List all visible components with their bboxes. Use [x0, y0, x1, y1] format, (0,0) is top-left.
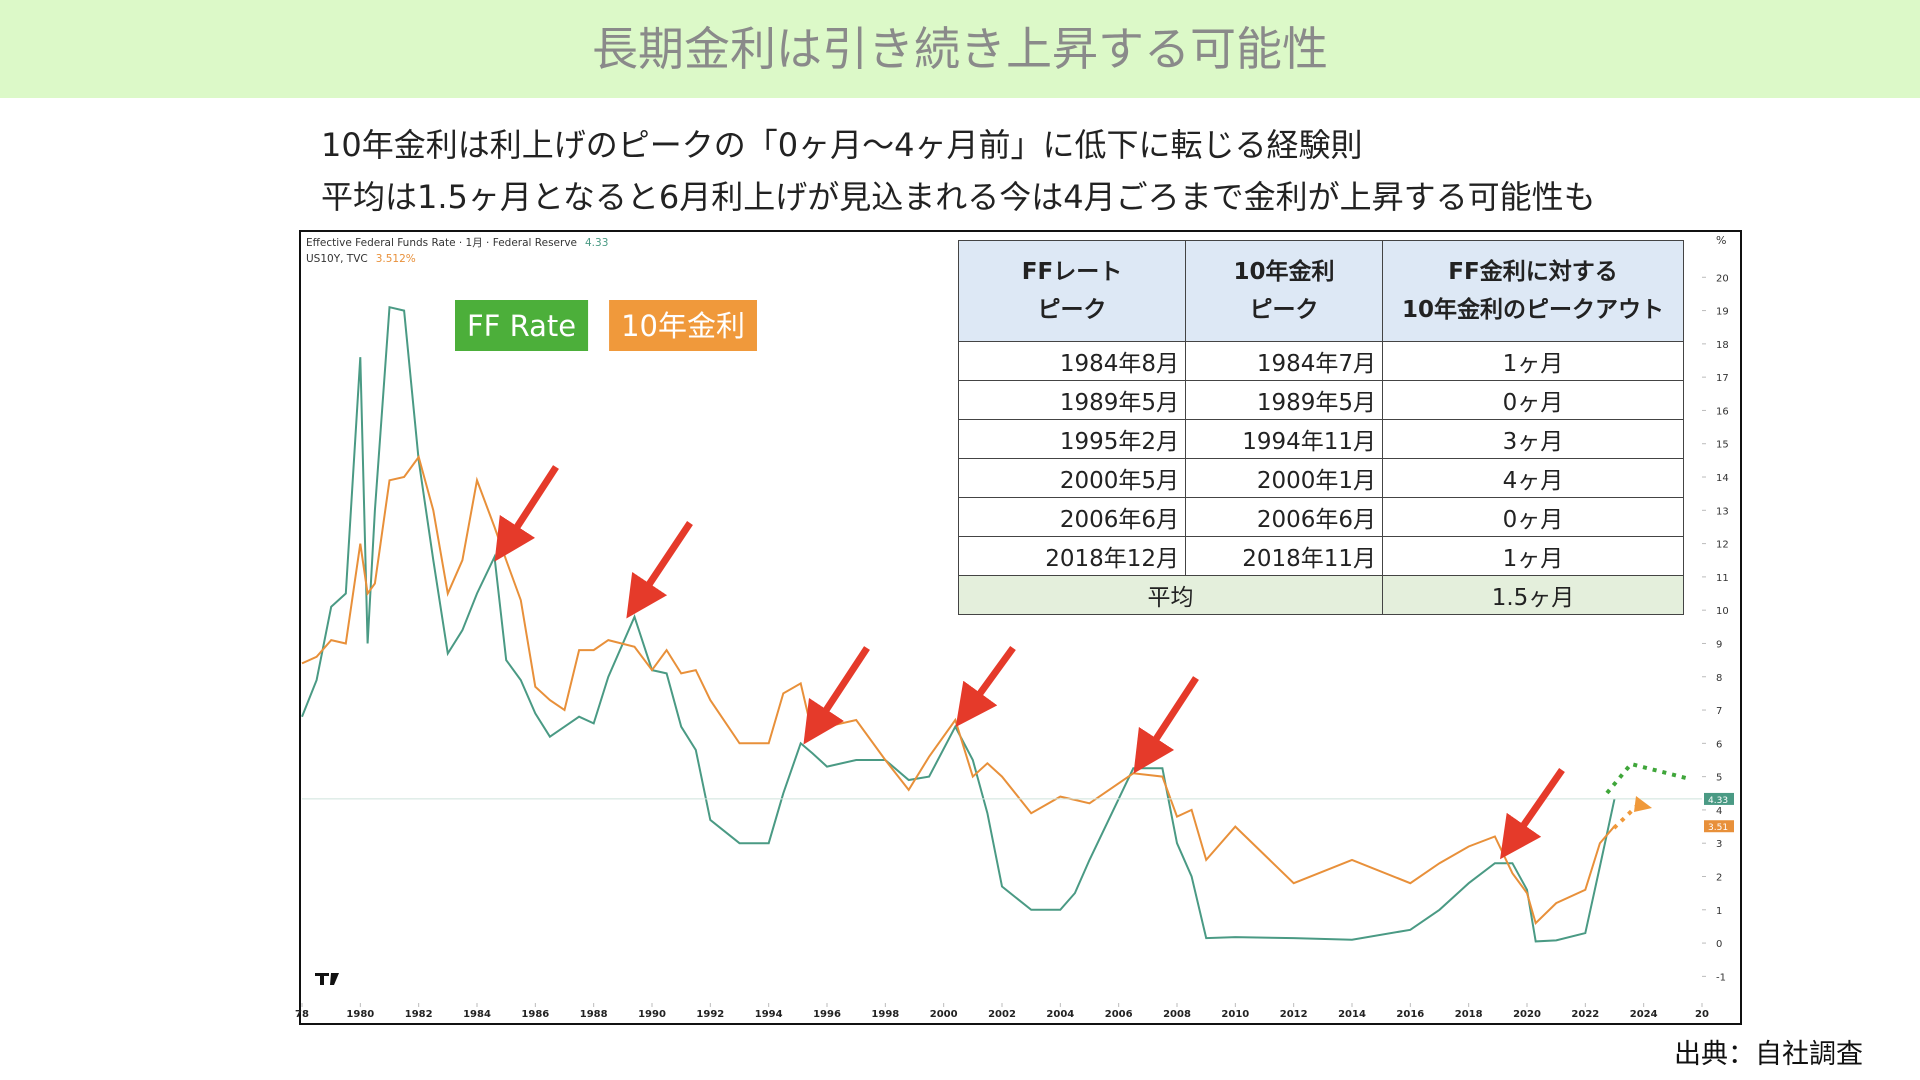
cell: 1989年5月 [958, 380, 1186, 420]
cell: 2006年6月 [1185, 497, 1383, 537]
th: FFレート [1021, 259, 1123, 285]
x-tick-label: 2000 [930, 1009, 958, 1020]
cell: 1984年7月 [1185, 341, 1383, 381]
header-title: 長期金利は引き続き上昇する可能性 [0, 0, 1920, 98]
legend-box [455, 300, 589, 351]
x-tick-label: 2008 [1163, 1009, 1191, 1020]
cell: 2000年1月 [1185, 458, 1383, 498]
y-tick-label: 5 [1716, 773, 1722, 784]
x-tick-label: 2024 [1630, 1009, 1658, 1020]
x-tick-label: 2002 [988, 1009, 1016, 1020]
x-tick-label: 1992 [696, 1009, 724, 1020]
cell: 2018年11月 [1185, 536, 1383, 576]
y-tick-label: 3 [1716, 839, 1722, 850]
avg-label: 平均 [958, 575, 1383, 615]
cell: 1995年2月 [958, 419, 1186, 459]
x-tick-label: 1988 [580, 1009, 608, 1020]
y-tick-label: 9 [1716, 639, 1722, 650]
y-tick-label: 13 [1716, 506, 1729, 517]
y-tick-label: 2 [1716, 872, 1722, 883]
cell: 4ヶ月 [1382, 458, 1684, 498]
peak-table: FFレートピーク 10年金利ピーク FF金利に対する 10年金利のピークアウト 1… [958, 240, 1684, 615]
y-tick-label: 16 [1716, 406, 1729, 417]
subtitle: 10年金利は利上げのピークの「0ヶ月〜4ヶ月前」に低下に転じる経験則 [321, 126, 1363, 164]
y-tick-label: 7 [1716, 706, 1722, 717]
price-tag [1704, 792, 1734, 805]
legend-box [609, 300, 757, 351]
th: 10年金利のピークアウト [1401, 297, 1664, 323]
logo [315, 973, 339, 985]
y-tick-label: -1 [1716, 972, 1726, 983]
subtitle: 平均は1.5ヶ月となると6月利上げが見込まれる今は4月ごろまで金利が上昇する可能… [321, 178, 1596, 216]
y-tick-label: 11 [1716, 573, 1729, 584]
th: 10年金利 [1233, 259, 1335, 285]
x-tick-label: 2022 [1571, 1009, 1599, 1020]
legend-label: 10年金利 [621, 309, 745, 343]
price-tag [1704, 820, 1734, 833]
x-tick-label: 1982 [405, 1009, 433, 1020]
th: FF金利に対する [1448, 259, 1618, 285]
x-tick-label: 20 [1695, 1009, 1709, 1020]
x-tick-label: 2020 [1513, 1009, 1541, 1020]
cell: 1984年8月 [958, 341, 1186, 381]
info-text: Effective Federal Funds Rate · 1月 · Fede… [306, 237, 577, 249]
info-value: 4.33 [585, 237, 608, 249]
y-tick-label: 1 [1716, 906, 1722, 917]
series-line [301, 305, 1616, 943]
cell: 0ヶ月 [1382, 380, 1684, 420]
x-tick-label: 1996 [813, 1009, 841, 1020]
y-tick-label: 17 [1716, 373, 1729, 384]
th: ピーク [1249, 297, 1319, 323]
cell: 1ヶ月 [1382, 341, 1684, 381]
x-tick-label: 2016 [1396, 1009, 1424, 1020]
x-tick-label: 2012 [1280, 1009, 1308, 1020]
x-tick-label: 2018 [1455, 1009, 1483, 1020]
y-tick-label: 8 [1716, 673, 1722, 684]
info-text: US10Y, TVC [306, 253, 368, 265]
info-value: 3.512% [376, 253, 416, 265]
x-tick-label: 2014 [1338, 1009, 1366, 1020]
cell: 1994年11月 [1185, 419, 1383, 459]
y-tick-label: 12 [1716, 540, 1729, 551]
y-tick-label: 4 [1716, 806, 1722, 817]
cell: 2000年5月 [958, 458, 1186, 498]
x-tick-label: 1994 [755, 1009, 783, 1020]
x-tick-label: 78 [295, 1009, 309, 1020]
cell: 1989年5月 [1185, 380, 1383, 420]
y-tick-label: 0 [1716, 939, 1722, 950]
x-tick-label: 2010 [1221, 1009, 1249, 1020]
y-tick-label: 15 [1716, 440, 1729, 451]
projection-head [1634, 796, 1652, 812]
projection [1605, 761, 1691, 795]
arrows [494, 465, 1565, 860]
x-tick-label: 1986 [521, 1009, 549, 1020]
cell: 2006年6月 [958, 497, 1186, 537]
y-tick-label: 6 [1716, 739, 1722, 750]
x-tick-label: 1980 [346, 1009, 374, 1020]
x-tick-label: 1984 [463, 1009, 491, 1020]
th: ピーク [1037, 297, 1107, 323]
cell: 2018年12月 [958, 536, 1186, 576]
y-tick-label: 18 [1716, 340, 1729, 351]
legend-label: FF Rate [467, 309, 576, 343]
y-tick-label: 19 [1716, 307, 1729, 318]
x-tick-label: 2004 [1046, 1009, 1074, 1020]
chart-frame [299, 230, 1742, 1025]
price-tag-label: 3.51 [1708, 823, 1728, 833]
cell: 0ヶ月 [1382, 497, 1684, 537]
price-tag-label: 4.33 [1708, 796, 1728, 806]
cell: 1ヶ月 [1382, 536, 1684, 576]
cell: 3ヶ月 [1382, 419, 1684, 459]
y-unit: % [1716, 234, 1726, 247]
x-tick-label: 1998 [871, 1009, 899, 1020]
y-tick-label: 14 [1716, 473, 1729, 484]
y-tick-label: 10 [1716, 606, 1729, 617]
source: 出典：自社調査 [1674, 1039, 1863, 1070]
y-tick-label: 20 [1716, 273, 1729, 284]
x-tick-label: 2006 [1105, 1009, 1133, 1020]
x-tick-label: 1990 [638, 1009, 666, 1020]
avg-value: 1.5ヶ月 [1382, 575, 1684, 615]
